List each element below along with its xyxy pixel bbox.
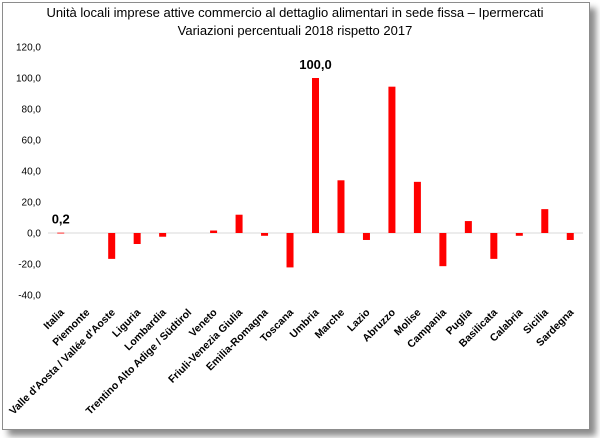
bar [464,221,472,233]
bar [235,214,243,233]
y-tick-labels: 120,0 100,0 80,0 60,0 40,0 20,0 0,0 -20,0 -40,0 [16,43,41,302]
bar [210,230,218,233]
bars [57,78,574,268]
bar [261,233,269,236]
bar [133,233,141,245]
bar [57,232,65,234]
bar [159,233,167,237]
y-tick-label: 20,0 [22,198,42,209]
bar [337,180,345,233]
y-tick-label: 60,0 [22,136,42,147]
bar [108,233,116,259]
bar [413,181,421,233]
y-tick-label: -20,0 [18,260,41,271]
chart-subtitle: Variazioni percentuali 2018 rispetto 201… [177,23,413,38]
y-tick-label: 120,0 [16,43,41,54]
y-tick-label: 80,0 [22,105,42,116]
bar [286,233,294,268]
data-label: 100,0 [299,57,332,72]
bar [541,209,549,233]
bar [439,233,447,267]
y-tick-label: 40,0 [22,167,42,178]
data-labels: 0,2 100,0 [52,57,332,227]
bar [515,233,523,236]
bar [566,233,574,240]
bar [362,233,370,240]
bar [388,86,396,234]
bar [490,233,498,259]
bar [312,78,319,233]
data-label: 0,2 [52,212,70,227]
y-tick-label: -40,0 [18,291,41,302]
chart-title: Unità locali imprese attive commercio al… [46,5,544,20]
y-tick-label: 0,0 [27,229,41,240]
y-tick-label: 100,0 [16,74,41,85]
chart-frame [2,2,590,430]
